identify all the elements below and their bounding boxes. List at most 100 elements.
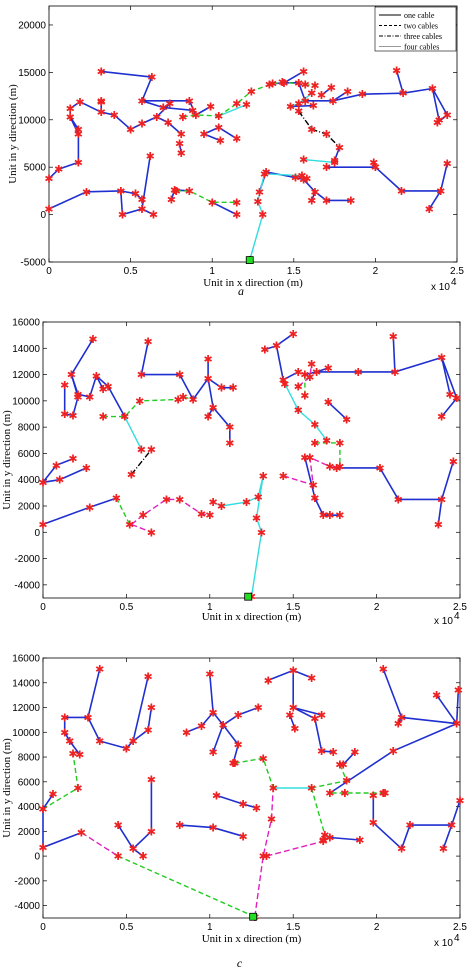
cable-segment [322,836,331,841]
turbine-marker: ✱ [65,735,74,748]
turbine-marker: ✱ [257,526,266,539]
cable-segment [258,170,351,202]
cable-segment [289,714,296,729]
turbine-marker: ✱ [214,121,223,134]
turbine-marker: ✱ [380,787,389,800]
turbine-marker: ✱ [232,196,241,209]
turbine-marker: ✱ [294,105,303,118]
turbine-marker: ✱ [252,512,261,525]
cable-segment [222,706,259,726]
turbine-marker: ✱ [399,87,408,100]
cable-segment [132,676,149,742]
turbine-marker: ✱ [128,843,137,856]
turbine-marker: ✱ [103,380,112,393]
turbine-marker: ✱ [217,500,226,513]
turbine-marker: ✱ [162,493,171,506]
y-tick-label: 8000 [18,753,41,764]
y-tick-label: -4000 [14,901,40,912]
turbine-marker: ✱ [170,184,179,197]
cable-segment [207,377,234,389]
turbine-marker: ✱ [405,819,414,832]
turbine-marker: ✱ [97,95,106,108]
turbine-marker: ✱ [325,832,334,845]
legend-entry: four cables [404,43,439,52]
x-tick-label: 1.5 [287,266,301,277]
x-tick-label: 2.5 [450,266,464,277]
turbine-marker: ✱ [375,462,384,475]
cable-segment [249,173,266,261]
turbine-marker: ✱ [60,711,69,724]
turbine-marker: ✱ [38,518,47,531]
x-tick-label: 1.5 [286,922,300,933]
cable-segment [115,497,131,525]
cable-segment [442,824,453,849]
turbine-marker: ✱ [310,419,319,432]
chart-panel-a: 0 0.5 1 1.5 2 2.5-500005000100001500020000Uni… [7,5,464,298]
cable-segment [290,92,313,108]
substation-marker [249,912,258,921]
turbine-marker: ✱ [319,834,328,847]
cable-segment [395,70,404,94]
cable-segment [81,832,119,857]
turbine-markers: ✱✱✱✱✱✱✱✱✱✱✱✱✱✱✱✱✱✱✱✱✱✱✱✱✱✱✱✱✱✱✱✱✱✱✱✱✱✱✱✱… [38,328,461,604]
turbine-marker: ✱ [317,745,326,758]
turbine-marker: ✱ [204,353,213,366]
series-two [176,81,316,204]
turbine-marker: ✱ [98,383,107,396]
turbine-marker: ✱ [95,735,104,748]
turbine-marker: ✱ [230,757,239,770]
turbine-marker: ✱ [137,203,146,216]
turbine-marker: ✱ [358,88,367,101]
turbine-marker: ✱ [433,117,442,130]
x-axis-label: Unit in x direction (m) [202,933,302,945]
cable-segment [218,81,316,117]
turbine-marker: ✱ [247,85,256,98]
cable-segment [130,116,158,131]
turbine-marker: ✱ [307,123,316,136]
turbine-marker: ✱ [38,841,47,854]
cable-segment [95,375,104,390]
turbine-marker: ✱ [113,819,122,832]
x-tick-label: 1.5 [286,602,300,613]
cable-segment [332,90,349,102]
turbine-marker: ✱ [437,493,446,506]
turbine-marker: ✱ [322,194,331,207]
legend-entry: two cables [404,22,438,31]
turbine-marker: ✱ [178,111,187,124]
turbine-marker: ✱ [138,509,147,522]
turbine-marker: ✱ [434,518,443,531]
turbine-marker: ✱ [147,443,156,456]
cable-segment [140,341,194,400]
x-tick-label: 2 [374,602,380,613]
y-tick-label: 10000 [12,728,40,739]
turbine-marker: ✱ [289,702,298,715]
y-tick-label: 10000 [18,115,46,126]
y-tick-label: 0 [34,852,40,863]
y-axis-label: Unit in y direction (m) [1,738,13,838]
turbine-marker: ✱ [392,64,401,77]
cable-segment [63,717,81,756]
turbine-marker: ✱ [299,154,308,167]
cable-segment [176,190,237,204]
turbine-marker: ✱ [143,724,152,737]
y-tick-label: 2000 [18,502,41,513]
turbine-marker: ✱ [173,394,182,407]
turbine-marker: ✱ [289,328,298,341]
turbine-marker: ✱ [232,133,241,146]
turbine-marker: ✱ [279,470,288,483]
cable-segment [311,191,316,201]
cable-segment [297,364,313,387]
cable-segment [42,457,74,483]
turbine-marker: ✱ [82,186,91,199]
turbine-marker: ✱ [369,156,378,169]
turbine-marker: ✱ [260,344,269,357]
cable-segment [195,105,212,116]
turbine-marker: ✱ [216,135,225,148]
cable-segment [254,787,274,917]
turbine-marker: ✱ [278,76,287,89]
turbine-marker: ✱ [137,369,146,382]
x-tick-label: 0.5 [119,922,133,933]
turbine-marker: ✱ [452,718,461,731]
cable-segment [264,173,308,180]
cable-segment [298,110,340,148]
